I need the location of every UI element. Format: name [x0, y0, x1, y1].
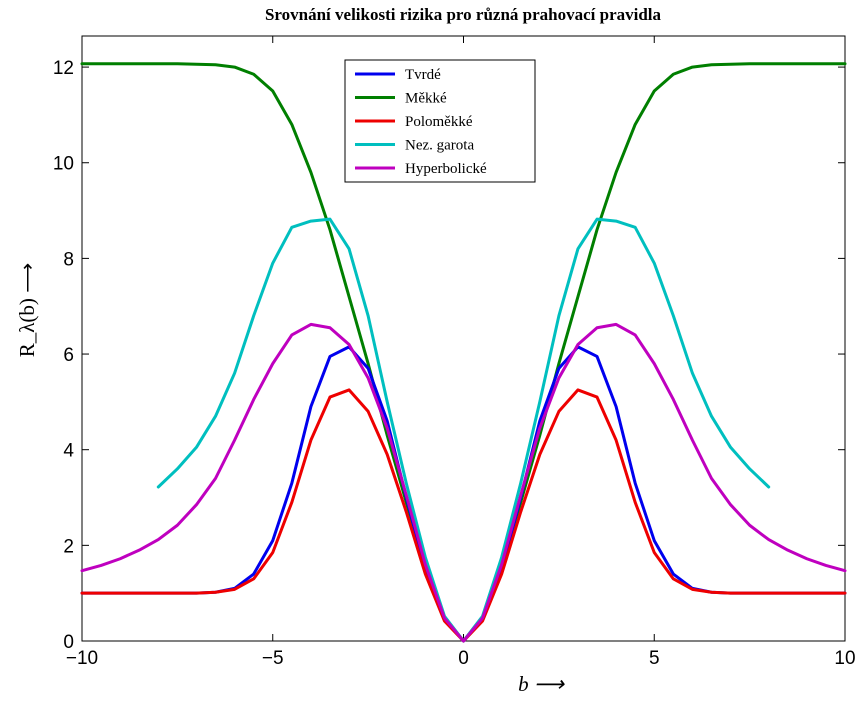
y-tick-label: 10: [53, 154, 74, 175]
x-tick-label: −10: [66, 648, 98, 669]
y-axis-label: R_λ(b) ⟶: [15, 263, 39, 358]
y-tick-label: 0: [63, 632, 74, 653]
series-line-0: [80, 345, 847, 643]
legend-entry-label: Nez. garota: [405, 138, 474, 154]
legend-entry-label: Hyperbolické: [405, 161, 487, 177]
legend-box: [344, 59, 536, 183]
y-tick-label: 6: [63, 345, 74, 366]
series-line-2: [80, 388, 847, 643]
series-lines: [80, 62, 847, 643]
axis-ticks: −10 −5 0 5 10 0 2 4 6 8 10 12: [53, 36, 856, 669]
chart-title: Srovnání velikosti rizika pro různá prah…: [265, 5, 662, 24]
x-tick-label: 5: [649, 648, 660, 669]
y-tick-label: 8: [63, 249, 74, 270]
y-tick-label: 2: [63, 536, 74, 557]
legend-entry-label: Měkké: [405, 91, 447, 107]
series-line-4: [80, 322, 847, 643]
x-tick-label: 10: [834, 648, 855, 669]
x-tick-label: −5: [262, 648, 284, 669]
legend: Tvrdé Měkké Poloměkké Nez. garota Hyperbolic…: [344, 59, 536, 183]
legend-entry-label: Poloměkké: [405, 114, 473, 130]
y-tick-label: 12: [53, 58, 74, 79]
x-tick-label: 0: [458, 648, 469, 669]
legend-entry-label: Tvrdé: [405, 67, 441, 83]
x-axis-label: b ⟶: [518, 672, 565, 696]
y-tick-label: 4: [63, 441, 74, 462]
